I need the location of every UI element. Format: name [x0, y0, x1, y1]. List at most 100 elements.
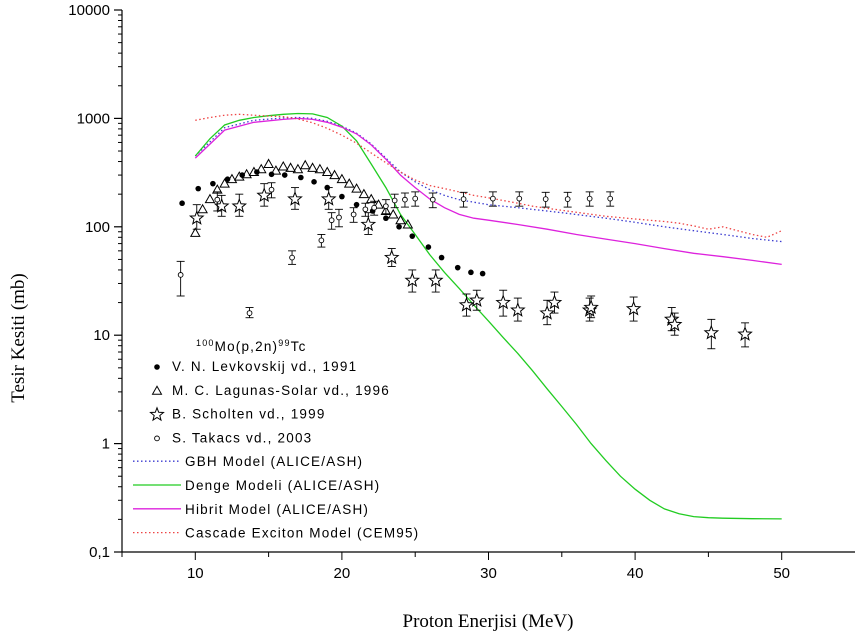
data-point-open-circle [564, 196, 571, 202]
y-tick-label: 10000 [68, 2, 110, 19]
data-point-open-star [231, 198, 248, 213]
data-point-open-star [213, 198, 230, 213]
x-tick-label: 30 [480, 565, 497, 582]
data-point-filled-circle [154, 364, 160, 370]
data-point-filled-circle [339, 193, 345, 200]
data-point-open-circle [542, 196, 549, 202]
data-point-open-star [188, 209, 205, 225]
y-tick-label: 1000 [77, 110, 110, 127]
data-point-filled-circle [383, 215, 389, 222]
axes: 10 20 30 40 50 0,1 1 10 100 1000 10000 [68, 2, 855, 582]
data-point-open-triangle [358, 188, 370, 199]
data-point-open-triangle [248, 166, 260, 177]
data-point-open-circle [214, 196, 221, 203]
data-point-open-triangle [343, 178, 355, 188]
legend-reaction: 100Mo(p,2n)99Tc [196, 338, 307, 354]
legend-label: GBH Model (ALICE/ASH) [185, 454, 363, 469]
legend-label: Denge Modeli (ALICE/ASH) [185, 478, 380, 493]
data-point-open-circle [460, 196, 467, 202]
series-line [194, 117, 782, 266]
data-point-open-circle [328, 217, 335, 224]
x-tick-label: 20 [334, 565, 351, 582]
legend-label: B. Scholten vd., 1999 [172, 407, 326, 422]
data-point-open-triangle [197, 203, 208, 214]
data-point-filled-circle [311, 179, 317, 185]
data-point-filled-circle [438, 254, 445, 261]
data-point-open-triangle [365, 193, 377, 204]
data-point-open-triangle [336, 173, 348, 184]
data-point-filled-circle [179, 200, 185, 207]
data-point-open-triangle [402, 218, 414, 229]
data-point-filled-circle [353, 201, 360, 208]
data-point-open-circle [177, 272, 184, 278]
data-point-open-triangle [395, 214, 406, 225]
data-point-open-triangle [233, 171, 245, 181]
data-point-open-star [427, 272, 444, 288]
data-point-filled-circle [210, 180, 216, 187]
data-point-filled-circle [454, 264, 461, 271]
data-point-open-circle [383, 203, 389, 210]
data-point-open-circle [318, 237, 325, 244]
data-point-open-circle [289, 254, 295, 261]
series-line [195, 113, 782, 238]
data-point-open-star [737, 326, 753, 341]
data-point-open-triangle [151, 385, 163, 395]
data-point-filled-circle [479, 270, 486, 277]
data-point-open-star [458, 296, 475, 312]
y-tick-label: 10 [93, 327, 110, 344]
legend-label: Hibrit Model (ALICE/ASH) [185, 502, 369, 517]
data-point-open-circle [336, 214, 342, 221]
data-point-open-triangle [204, 193, 216, 204]
y-axis-title: Tesir Kesiti (mb) [8, 273, 29, 403]
data-point-open-triangle [255, 163, 267, 174]
x-axis-title: Proton Enerjisi (MeV) [403, 611, 574, 632]
data-point-open-star [404, 272, 421, 288]
data-point-open-triangle [351, 183, 362, 193]
data-point-filled-circle [396, 224, 402, 230]
data-point-filled-circle [425, 244, 432, 250]
data-point-open-star [468, 292, 485, 307]
data-point-open-circle [490, 195, 496, 202]
data-point-open-triangle [299, 159, 311, 170]
data-point-open-circle [429, 196, 436, 203]
data-point-filled-circle [281, 172, 288, 178]
data-point-open-star [546, 294, 563, 310]
data-point-filled-circle [409, 233, 416, 239]
legend-label: S. Takacs vd., 2003 [172, 430, 312, 445]
data-point-open-circle [412, 195, 419, 202]
data-point-open-triangle [321, 166, 333, 177]
data-point-open-circle [268, 186, 275, 193]
x-tick-label: 50 [773, 565, 790, 582]
data-point-open-star [383, 249, 400, 265]
data-point-filled-circle [468, 269, 474, 276]
data-point-open-star [320, 190, 337, 206]
data-point-open-triangle [189, 227, 201, 237]
data-point-open-star [149, 406, 165, 422]
data-point-open-star [583, 299, 599, 315]
y-tick-label: 0,1 [89, 544, 110, 561]
data-point-open-triangle [241, 168, 252, 179]
data-point-filled-circle [239, 172, 246, 178]
data-point-open-circle [402, 196, 408, 203]
data-point-open-star [625, 300, 642, 316]
legend-label: Cascade Exciton Model (CEM95) [185, 526, 419, 541]
data-point-open-circle [516, 195, 523, 202]
legend: 100Mo(p,2n)99Tc V. N. Levkovskij vd., 199… [133, 338, 419, 541]
data-point-open-star [510, 301, 526, 317]
data-point-open-star [287, 190, 303, 206]
data-point-open-circle [246, 310, 253, 316]
data-point-filled-circle [298, 174, 304, 181]
data-point-open-star [495, 294, 511, 310]
data-point-open-circle [350, 211, 357, 218]
data-point-open-star [703, 324, 720, 340]
x-tick-label: 40 [627, 565, 644, 582]
legend-label: M. C. Lagunas-Solar vd., 1996 [172, 383, 390, 398]
data-point-open-circle [362, 206, 369, 213]
data-point-open-triangle [373, 199, 384, 209]
data-point-open-triangle [380, 205, 392, 215]
data-point-open-star [256, 187, 273, 203]
data-point-open-circle [607, 195, 614, 202]
data-point-open-star [539, 304, 555, 320]
data-point-open-circle [391, 197, 398, 204]
data-point-open-triangle [277, 160, 289, 171]
